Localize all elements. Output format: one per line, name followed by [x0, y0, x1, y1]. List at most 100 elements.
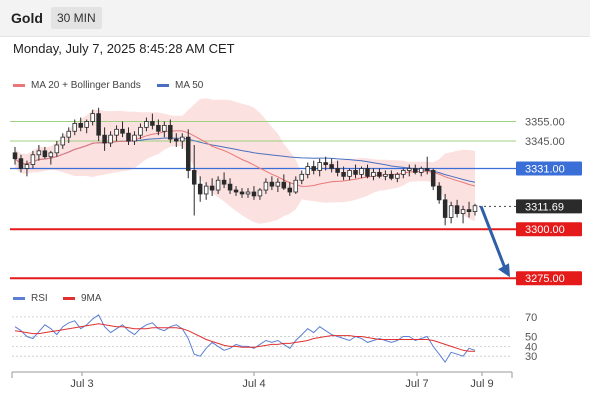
candle-body-60: [371, 172, 376, 177]
candle-body-48: [299, 173, 305, 181]
candle-body-26: [168, 124, 173, 140]
candle-body-22: [144, 121, 149, 128]
legend-ma50: MA 50: [157, 80, 203, 91]
candle-body-65: [401, 170, 406, 175]
rsi-tick-40: 40: [525, 341, 537, 353]
candle-body-27: [174, 138, 179, 142]
level-label-3331.00: 3331.00: [525, 163, 565, 175]
rsi-tick-50: 50: [525, 332, 537, 344]
candle-body-21: [138, 126, 143, 136]
candle-body-6: [48, 152, 54, 158]
candle-body-25: [162, 124, 167, 132]
candle-body-7: [54, 144, 60, 154]
candle-body-58: [359, 168, 364, 175]
candle-body-57: [353, 170, 358, 175]
candle-body-55: [341, 172, 346, 177]
candle-body-44: [275, 181, 281, 187]
datetime-label: Monday, July 7, 2025 8:45:28 AM CET: [13, 41, 235, 56]
time-label-Jul-3: Jul 3: [70, 378, 93, 390]
rsi-tick-30: 30: [525, 351, 537, 363]
candle-body-19: [126, 132, 131, 142]
candle-body-39: [245, 191, 251, 195]
candle-body-56: [347, 170, 352, 177]
level-tag-3275.00: [516, 271, 582, 286]
candle-body-11: [78, 123, 83, 128]
candle-body-41: [257, 189, 263, 197]
candle-body-40: [251, 191, 257, 197]
candle-body-23: [150, 121, 155, 126]
level-tag-3300.00: [516, 222, 582, 237]
candle-body-4: [36, 150, 42, 156]
candle-body-66: [407, 168, 412, 171]
legend-rsi-label: RSI: [31, 293, 48, 304]
level-label-3311.69: 3311.69: [525, 201, 564, 213]
rsi-9ma-line: [14, 323, 475, 352]
candle-body-52: [323, 162, 328, 165]
candle-body-50: [311, 166, 316, 171]
candle-body-35: [221, 179, 227, 185]
candle-body-34: [215, 179, 221, 191]
candle-body-20: [132, 134, 137, 142]
ma20-line: [14, 130, 476, 187]
interval-button[interactable]: 30 MIN: [51, 7, 102, 29]
candle-body-16: [108, 134, 113, 144]
legend-ma50-label: MA 50: [175, 80, 204, 91]
candle-body-30: [191, 170, 197, 185]
candle-body-75: [460, 209, 466, 214]
level-label-3345.00: 3345.00: [525, 136, 565, 148]
candle-body-74: [454, 205, 460, 214]
candle-body-1: [18, 158, 24, 169]
candle-body-62: [383, 173, 388, 177]
level-tag-3311.69: [516, 199, 582, 214]
candle-body-69: [424, 168, 430, 171]
candle-body-3: [30, 154, 36, 165]
legend-ma20-swatch: [13, 84, 25, 87]
level-label-3355.00: 3355.00: [525, 116, 565, 128]
candle-body-9: [66, 130, 72, 138]
legend-ma20-label: MA 20 + Bollinger Bands: [31, 80, 141, 91]
candle-body-51: [317, 162, 322, 171]
candle-body-63: [389, 173, 394, 179]
candle-body-36: [227, 183, 233, 191]
level-label-3275.00: 3275.00: [525, 273, 565, 285]
candle-body-38: [239, 191, 245, 195]
candle-body-28: [180, 136, 185, 142]
candle-body-0: [12, 152, 18, 160]
candle-body-43: [269, 181, 275, 187]
candle-body-77: [472, 205, 478, 212]
candle-body-61: [377, 172, 382, 177]
legend-rsi-swatch: [13, 297, 25, 300]
candle-body-64: [395, 173, 400, 179]
candle-body-67: [413, 168, 418, 173]
candle-body-37: [233, 189, 239, 193]
candle-body-24: [156, 124, 161, 132]
candle-body-12: [84, 121, 89, 128]
legend-9ma: 9MA: [63, 293, 102, 304]
candle-body-47: [293, 179, 299, 193]
candle-body-59: [365, 168, 370, 177]
legend-rsi: RSI: [13, 293, 48, 304]
legend-9ma-swatch: [63, 297, 75, 300]
forecast-arrow-head: [498, 263, 510, 278]
candle-body-8: [60, 136, 66, 146]
candle-body-17: [114, 128, 119, 136]
candle-body-70: [430, 170, 436, 187]
candle-body-49: [305, 166, 310, 175]
candle-body-2: [24, 164, 30, 169]
candle-body-14: [96, 113, 101, 136]
candle-body-31: [197, 183, 203, 195]
symbol-title: Gold: [11, 10, 43, 26]
candle-body-10: [72, 123, 77, 132]
candle-body-68: [418, 168, 424, 173]
candle-body-54: [335, 168, 340, 173]
level-tag-3331.00: [516, 161, 582, 176]
level-label-3300.00: 3300.00: [525, 224, 565, 236]
candle-body-73: [448, 205, 454, 218]
candle-body-18: [120, 128, 125, 134]
candle-body-71: [436, 185, 442, 201]
candle-body-53: [329, 164, 334, 169]
candle-body-15: [102, 134, 107, 144]
candle-body-13: [90, 113, 95, 122]
candle-body-46: [287, 187, 293, 193]
candle-body-5: [42, 150, 48, 158]
